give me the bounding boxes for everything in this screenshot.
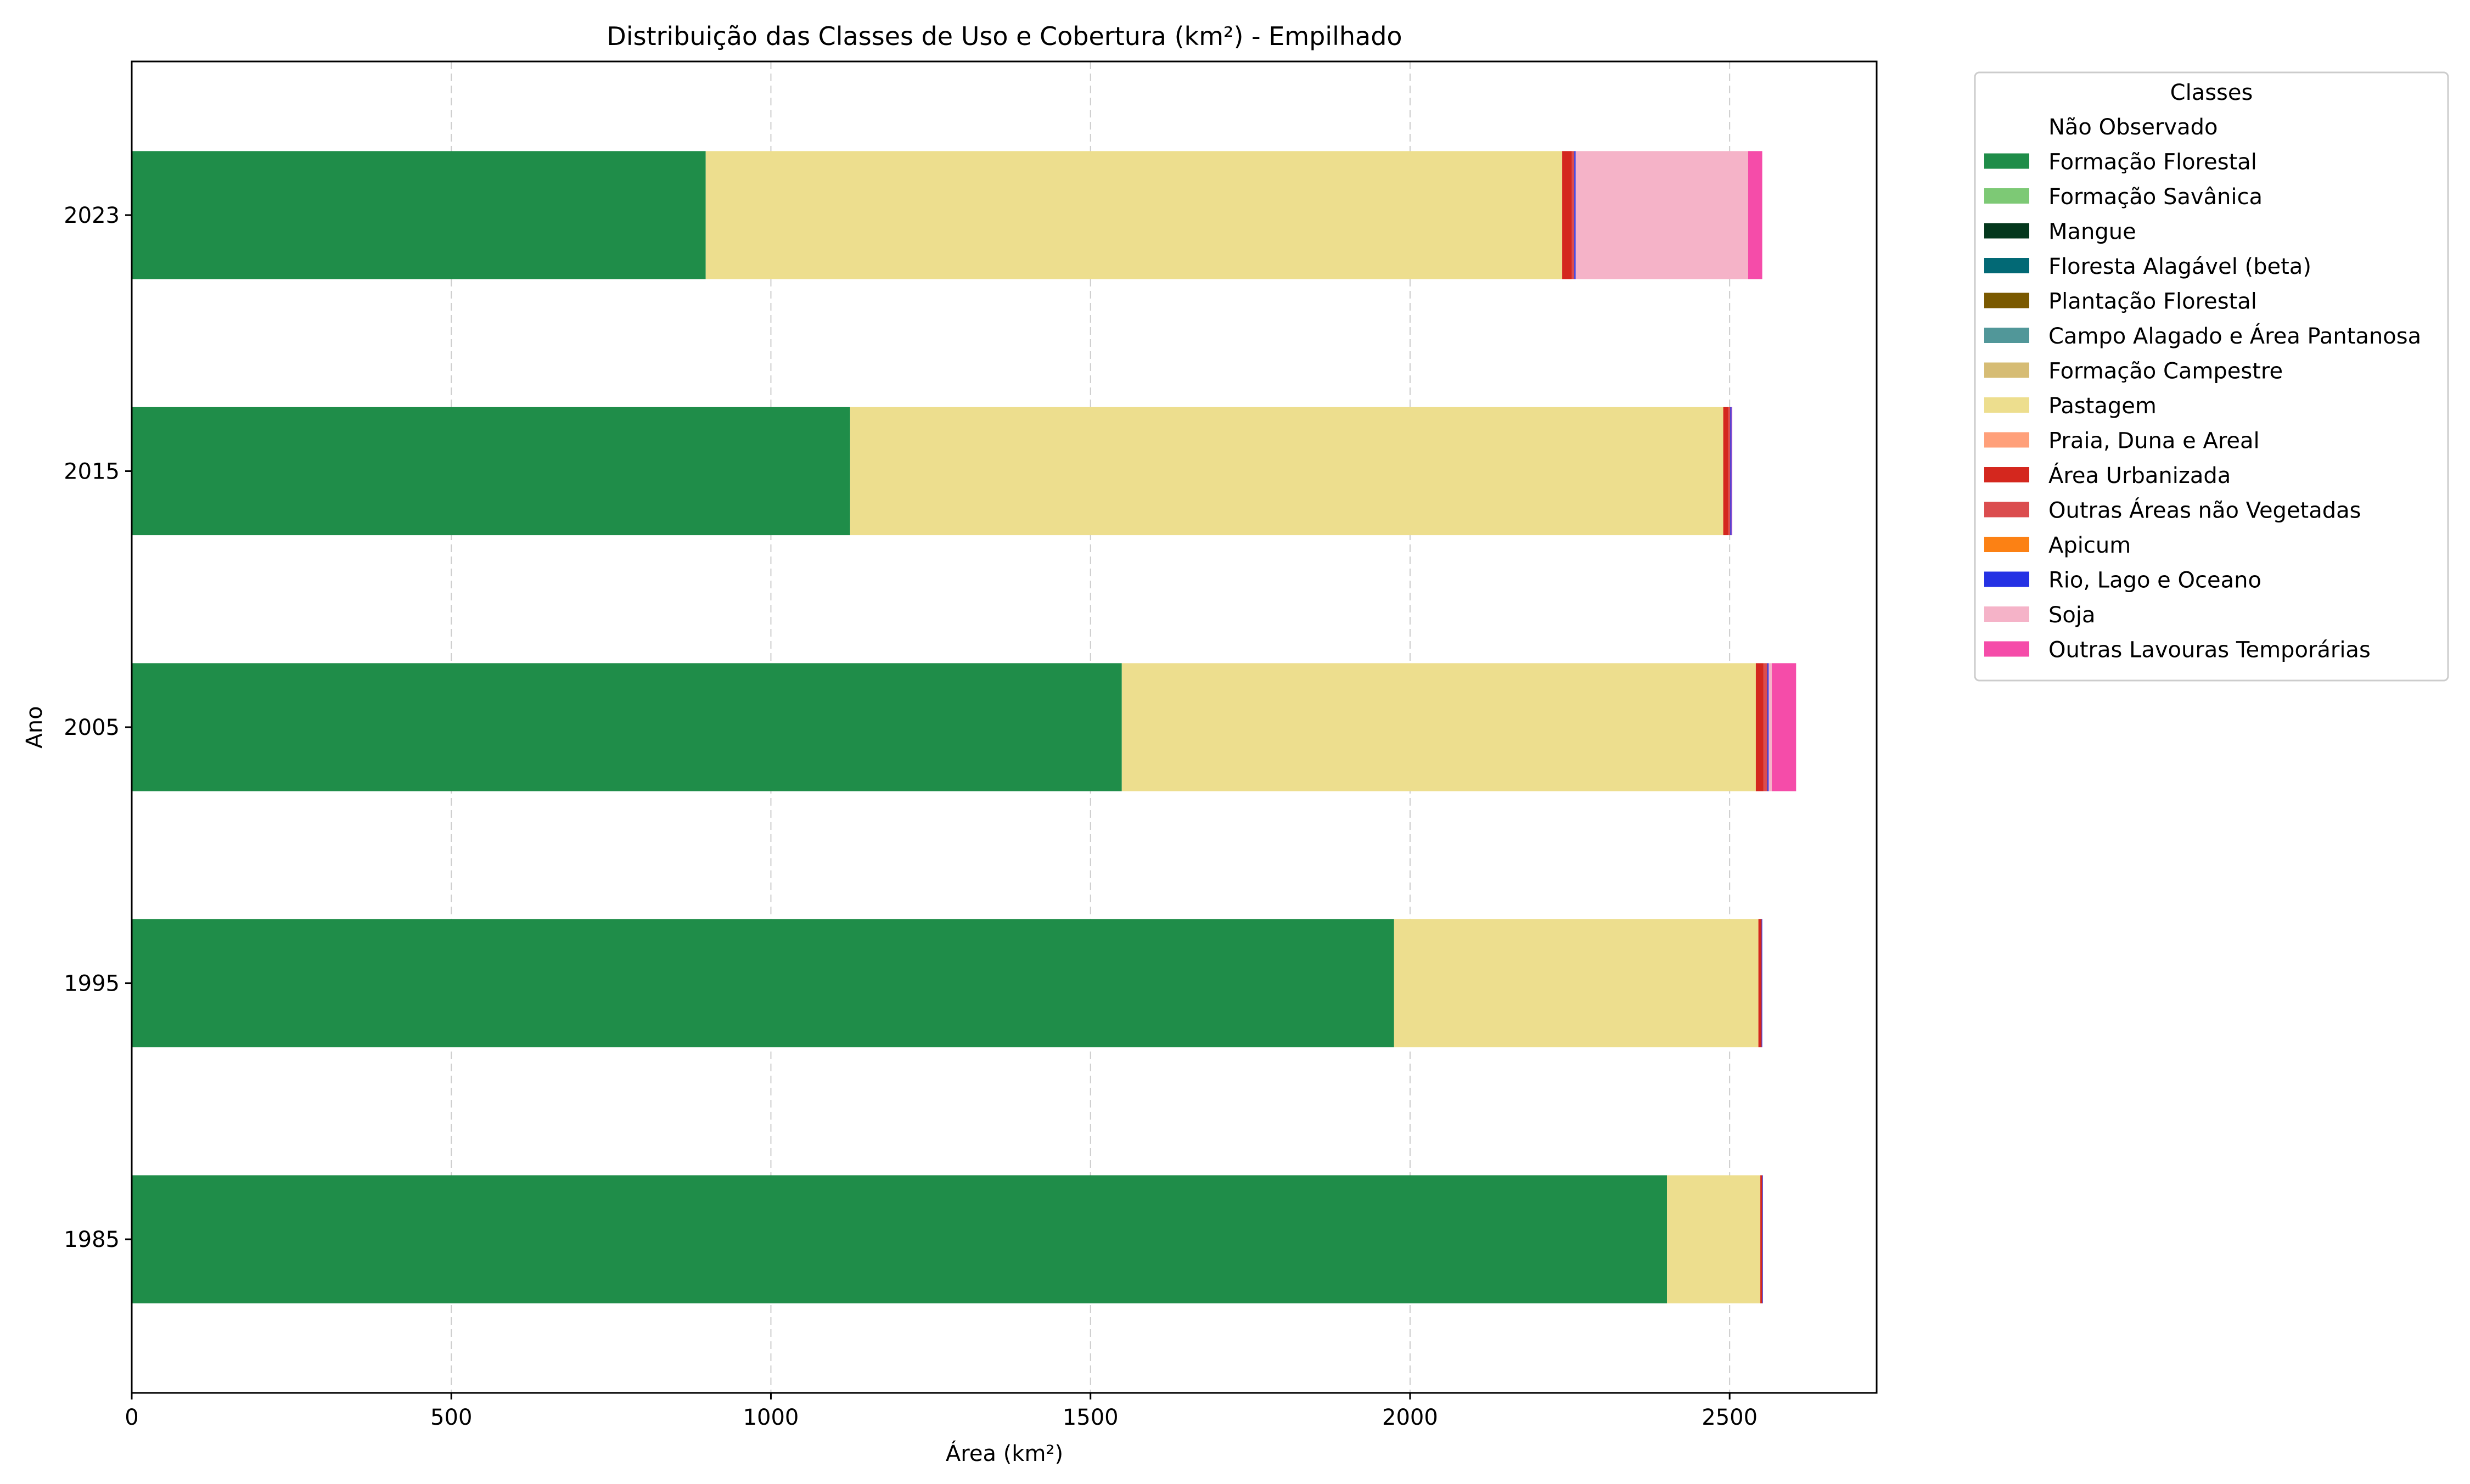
legend-label: Floresta Alagável (beta) — [2048, 254, 2311, 279]
legend-label: Formação Savânica — [2048, 184, 2263, 210]
legend-title: Classes — [2170, 80, 2253, 105]
legend-swatch — [1984, 188, 2029, 204]
legend-swatch — [1984, 606, 2029, 622]
legend-swatch — [1984, 362, 2029, 378]
bar-segment — [1574, 151, 1576, 279]
x-axis-ticks: 0 500 1000 1500 2000 2500 — [125, 1393, 1758, 1430]
legend: Classes Não Observado Formação Florestal F… — [1974, 71, 2449, 682]
bar-segment — [1758, 919, 1762, 1048]
y-tick-label: 1995 — [64, 971, 120, 997]
x-tick-label: 500 — [430, 1405, 472, 1430]
legend-swatch — [1984, 119, 2029, 134]
bar-segment — [1728, 407, 1731, 536]
legend-swatch — [1984, 537, 2029, 552]
bar-segment — [1772, 663, 1797, 791]
legend-swatch — [1984, 641, 2029, 657]
legend-label: Não Observado — [2048, 115, 2218, 140]
bar-segment — [132, 919, 1394, 1048]
bar-stack-2015 — [132, 407, 1732, 536]
legend-label: Formação Florestal — [2048, 150, 2257, 175]
bar-segment — [1748, 151, 1762, 279]
legend-swatch — [1984, 571, 2029, 587]
bar-segment — [1730, 407, 1732, 536]
legend-swatch — [1984, 223, 2029, 239]
x-tick-label: 2000 — [1382, 1405, 1438, 1430]
y-tick-label: 1985 — [64, 1227, 120, 1252]
x-tick-label: 0 — [125, 1405, 138, 1430]
y-tick-label: 2005 — [64, 715, 120, 740]
bar-segment — [1762, 1175, 1763, 1303]
bar-segment — [132, 151, 706, 279]
legend-label: Campo Alagado e Área Pantanosa — [2048, 323, 2421, 349]
legend-label: Pastagem — [2048, 394, 2157, 419]
legend-swatch — [1984, 502, 2029, 518]
legend-swatch — [1984, 293, 2029, 308]
legend-label: Soja — [2048, 603, 2096, 628]
bar-segment — [1121, 663, 1756, 791]
legend-label: Plantação Florestal — [2048, 289, 2257, 314]
bar-stack-1995 — [132, 919, 1762, 1048]
legend-swatch — [1984, 467, 2029, 482]
x-tick-label: 1000 — [743, 1405, 799, 1430]
bar-segment — [1763, 663, 1767, 791]
bar-segment — [132, 1175, 1668, 1303]
legend-label: Formação Campestre — [2048, 359, 2283, 384]
bar-stack-2023 — [132, 151, 1762, 279]
y-tick-label: 2015 — [64, 459, 120, 484]
legend-items: Não Observado Formação Florestal Formação … — [1984, 115, 2421, 663]
bar-segment — [1575, 151, 1748, 279]
y-axis-label: Ano — [22, 706, 47, 748]
legend-swatch — [1984, 432, 2029, 448]
legend-swatch — [1984, 258, 2029, 273]
bar-segment — [1394, 919, 1759, 1048]
legend-swatch — [1984, 153, 2029, 169]
bar-stack-1985 — [132, 1175, 1763, 1303]
bar-stack-2005 — [132, 663, 1797, 791]
bar-segment — [1760, 1175, 1762, 1303]
legend-label: Mangue — [2048, 220, 2136, 245]
bars — [132, 151, 1797, 1303]
bar-segment — [1571, 151, 1575, 279]
legend-frame — [1974, 71, 2449, 682]
bar-segment — [1667, 1175, 1761, 1303]
legend-label: Área Urbanizada — [2048, 462, 2231, 488]
legend-label: Outras Lavouras Temporárias — [2048, 638, 2371, 663]
legend-label: Rio, Lago e Oceano — [2048, 568, 2261, 593]
bar-segment — [1761, 919, 1762, 1048]
bar-segment — [850, 407, 1724, 536]
y-axis-ticks: 1985 1995 2005 2015 2023 — [64, 203, 132, 1252]
y-tick-label: 2023 — [64, 203, 120, 228]
legend-swatch — [1984, 397, 2029, 413]
bar-segment — [132, 663, 1122, 791]
legend-label: Praia, Duna e Areal — [2048, 429, 2260, 454]
bar-segment — [1723, 407, 1728, 536]
chart-title: Distribuição das Classes de Uso e Cobert… — [607, 21, 1402, 51]
bar-segment — [1562, 151, 1572, 279]
bar-segment — [705, 151, 1563, 279]
legend-swatch — [1984, 328, 2029, 343]
bar-segment — [1769, 663, 1772, 791]
x-tick-label: 2500 — [1702, 1405, 1758, 1430]
x-axis-label: Área (km²) — [946, 1440, 1063, 1466]
legend-label: Apicum — [2048, 533, 2131, 558]
x-tick-label: 1500 — [1063, 1405, 1119, 1430]
legend-label: Outras Áreas não Vegetadas — [2048, 497, 2361, 524]
bar-segment — [1767, 663, 1769, 791]
bar-segment — [1755, 663, 1764, 791]
bar-segment — [132, 407, 850, 536]
